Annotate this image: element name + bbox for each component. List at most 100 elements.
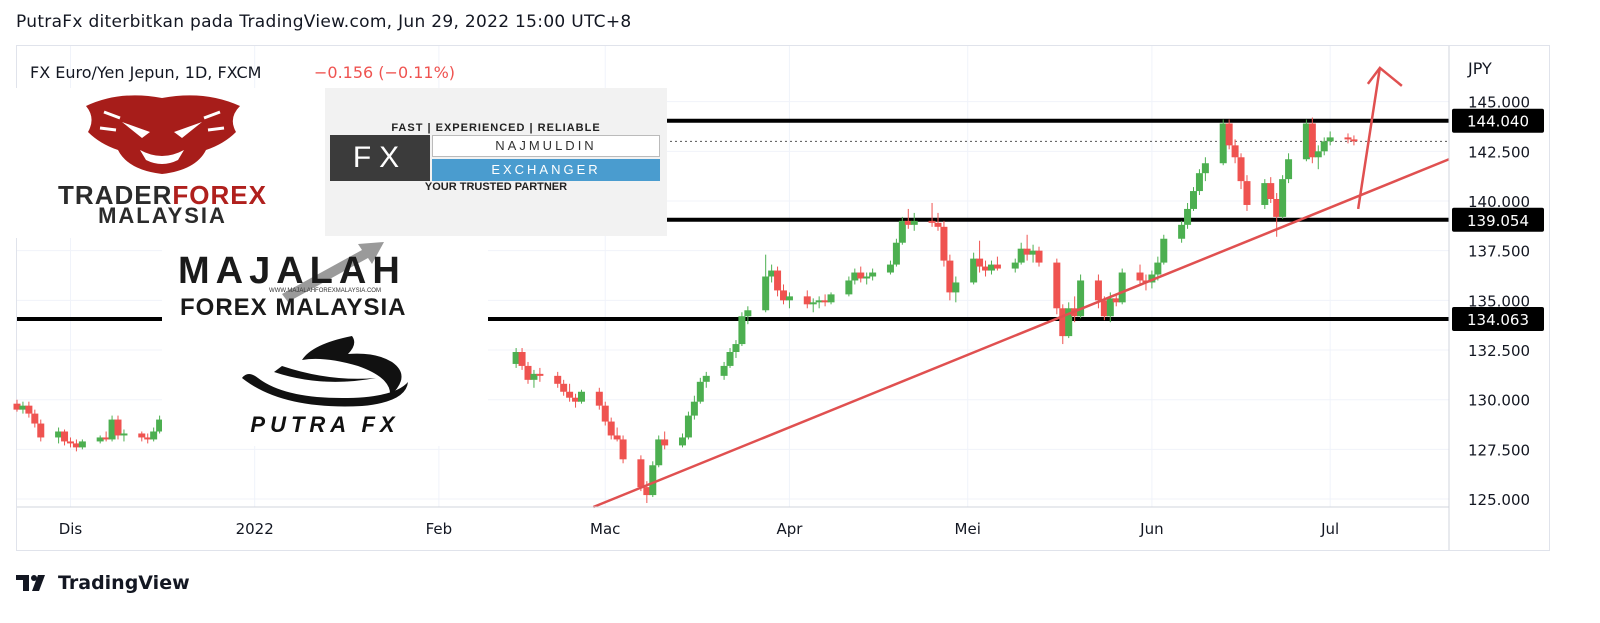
candle-body — [1231, 145, 1239, 158]
candle-body — [987, 264, 995, 271]
candle-body — [1029, 250, 1037, 255]
candle-body — [1273, 199, 1281, 217]
y-tick-label: 130.000 — [1468, 392, 1530, 410]
candle-body — [815, 300, 823, 303]
candle-body — [560, 383, 568, 392]
candle-body — [72, 443, 80, 448]
level-price-label: 134.063 — [1467, 311, 1529, 329]
majalah-title: MAJALAH — [178, 250, 406, 292]
tradingview-brand: TradingView — [58, 572, 190, 594]
x-tick-label: Jun — [1139, 520, 1163, 538]
candle-body — [993, 264, 1001, 269]
candle-body — [19, 405, 27, 410]
candle-body — [1136, 272, 1144, 281]
candle-body — [524, 365, 532, 380]
candle-body — [613, 435, 621, 440]
wordmark-part: TRADER — [58, 180, 173, 210]
y-tick-label: 125.000 — [1468, 491, 1530, 509]
candle-body — [863, 276, 871, 279]
candle-body — [768, 270, 776, 277]
najmuldin-name: NAJMULDIN — [432, 135, 660, 157]
majalah-forex-logo: MAJALAH WWW.MAJALAHFOREXMALAYSIA.COM FOR… — [162, 236, 488, 326]
candle-body — [744, 310, 752, 317]
candle-body — [518, 352, 526, 366]
najmuldin-bottom: YOUR TRUSTED PARTNER — [424, 181, 568, 193]
swoosh-icon — [242, 336, 408, 407]
majalah-sub: FOREX MALAYSIA — [180, 294, 407, 321]
candle-body — [78, 441, 86, 448]
candle-body — [1100, 300, 1108, 317]
candle-body — [1065, 308, 1073, 337]
candle-body — [1302, 123, 1310, 160]
candle-body — [1225, 123, 1233, 146]
traderforex-sub: MALAYSIA — [98, 203, 227, 228]
candle-body — [512, 352, 520, 364]
candle-body — [55, 431, 63, 438]
candle-body — [1350, 139, 1358, 142]
tiger-icon — [86, 95, 240, 174]
candle-body — [726, 352, 734, 366]
candle-body — [566, 391, 574, 398]
candle-body — [661, 439, 669, 446]
candle-body — [595, 391, 603, 406]
drawings — [592, 66, 1450, 509]
candle-body — [1118, 272, 1126, 303]
candle-body — [150, 431, 158, 440]
candle-body — [678, 437, 686, 446]
arrow-shaft — [1356, 67, 1382, 210]
rising-arrow-icon — [282, 242, 384, 302]
candle-body — [869, 272, 877, 277]
candle-body — [898, 220, 906, 243]
y-tick-label: 127.500 — [1468, 441, 1530, 459]
x-tick-label: Mac — [590, 520, 620, 538]
candle-body — [857, 272, 865, 279]
candle-body — [851, 272, 859, 281]
candle-body — [690, 401, 698, 416]
candle-body — [970, 258, 978, 283]
candle-body — [1184, 208, 1192, 225]
candle-body — [1106, 298, 1114, 317]
candle-body — [655, 439, 663, 466]
najmuldin-fx-mark: FX — [330, 135, 430, 181]
level-price-label: 139.054 — [1467, 212, 1529, 230]
candle-body — [1189, 191, 1197, 209]
candle-body — [774, 270, 782, 291]
candle-body — [577, 391, 585, 402]
candle-body — [886, 264, 894, 273]
x-tick-label: Feb — [426, 520, 453, 538]
candle-body — [31, 413, 39, 424]
majalah-url: WWW.MAJALAHFOREXMALAYSIA.COM — [269, 288, 381, 294]
trendline — [592, 158, 1450, 509]
candle-body — [1077, 280, 1085, 317]
candle-body — [732, 344, 740, 353]
candle-body — [649, 465, 657, 496]
candle-body — [1201, 163, 1209, 174]
candle-body — [696, 381, 704, 402]
candle-body — [1344, 137, 1352, 140]
candle-body — [1267, 183, 1275, 200]
x-tick-label: 2022 — [236, 520, 274, 538]
candle-body — [96, 437, 104, 442]
wordmark-part-red: FOREX — [172, 180, 267, 210]
candle-body — [827, 294, 835, 303]
candle-body — [952, 282, 960, 293]
candle-body — [554, 375, 562, 384]
candle-body — [1017, 248, 1025, 263]
najmuldin-tagline: FAST | EXPERIENCED | RELIABLE — [391, 122, 601, 134]
candle-body — [780, 290, 788, 301]
candle-body — [910, 220, 918, 225]
candle-body — [1112, 298, 1120, 303]
candle-body — [1279, 179, 1287, 217]
candlestick-chart[interactable]: FX Euro/Yen Jepun, 1D, FXCM −0.156 (−0.1… — [0, 0, 1600, 560]
x-tick-label: Jul — [1320, 520, 1339, 538]
chart-frame — [16, 45, 1550, 551]
candle-body — [1011, 262, 1019, 269]
candle-body — [144, 437, 152, 440]
candle-body — [114, 419, 122, 436]
x-tick-label: Mei — [955, 520, 981, 538]
candle-body — [940, 226, 948, 261]
x-tick-label: Apr — [776, 520, 803, 538]
candle-body — [1237, 157, 1245, 182]
candle-body — [720, 365, 728, 376]
y-tick-label: 137.500 — [1468, 243, 1530, 261]
